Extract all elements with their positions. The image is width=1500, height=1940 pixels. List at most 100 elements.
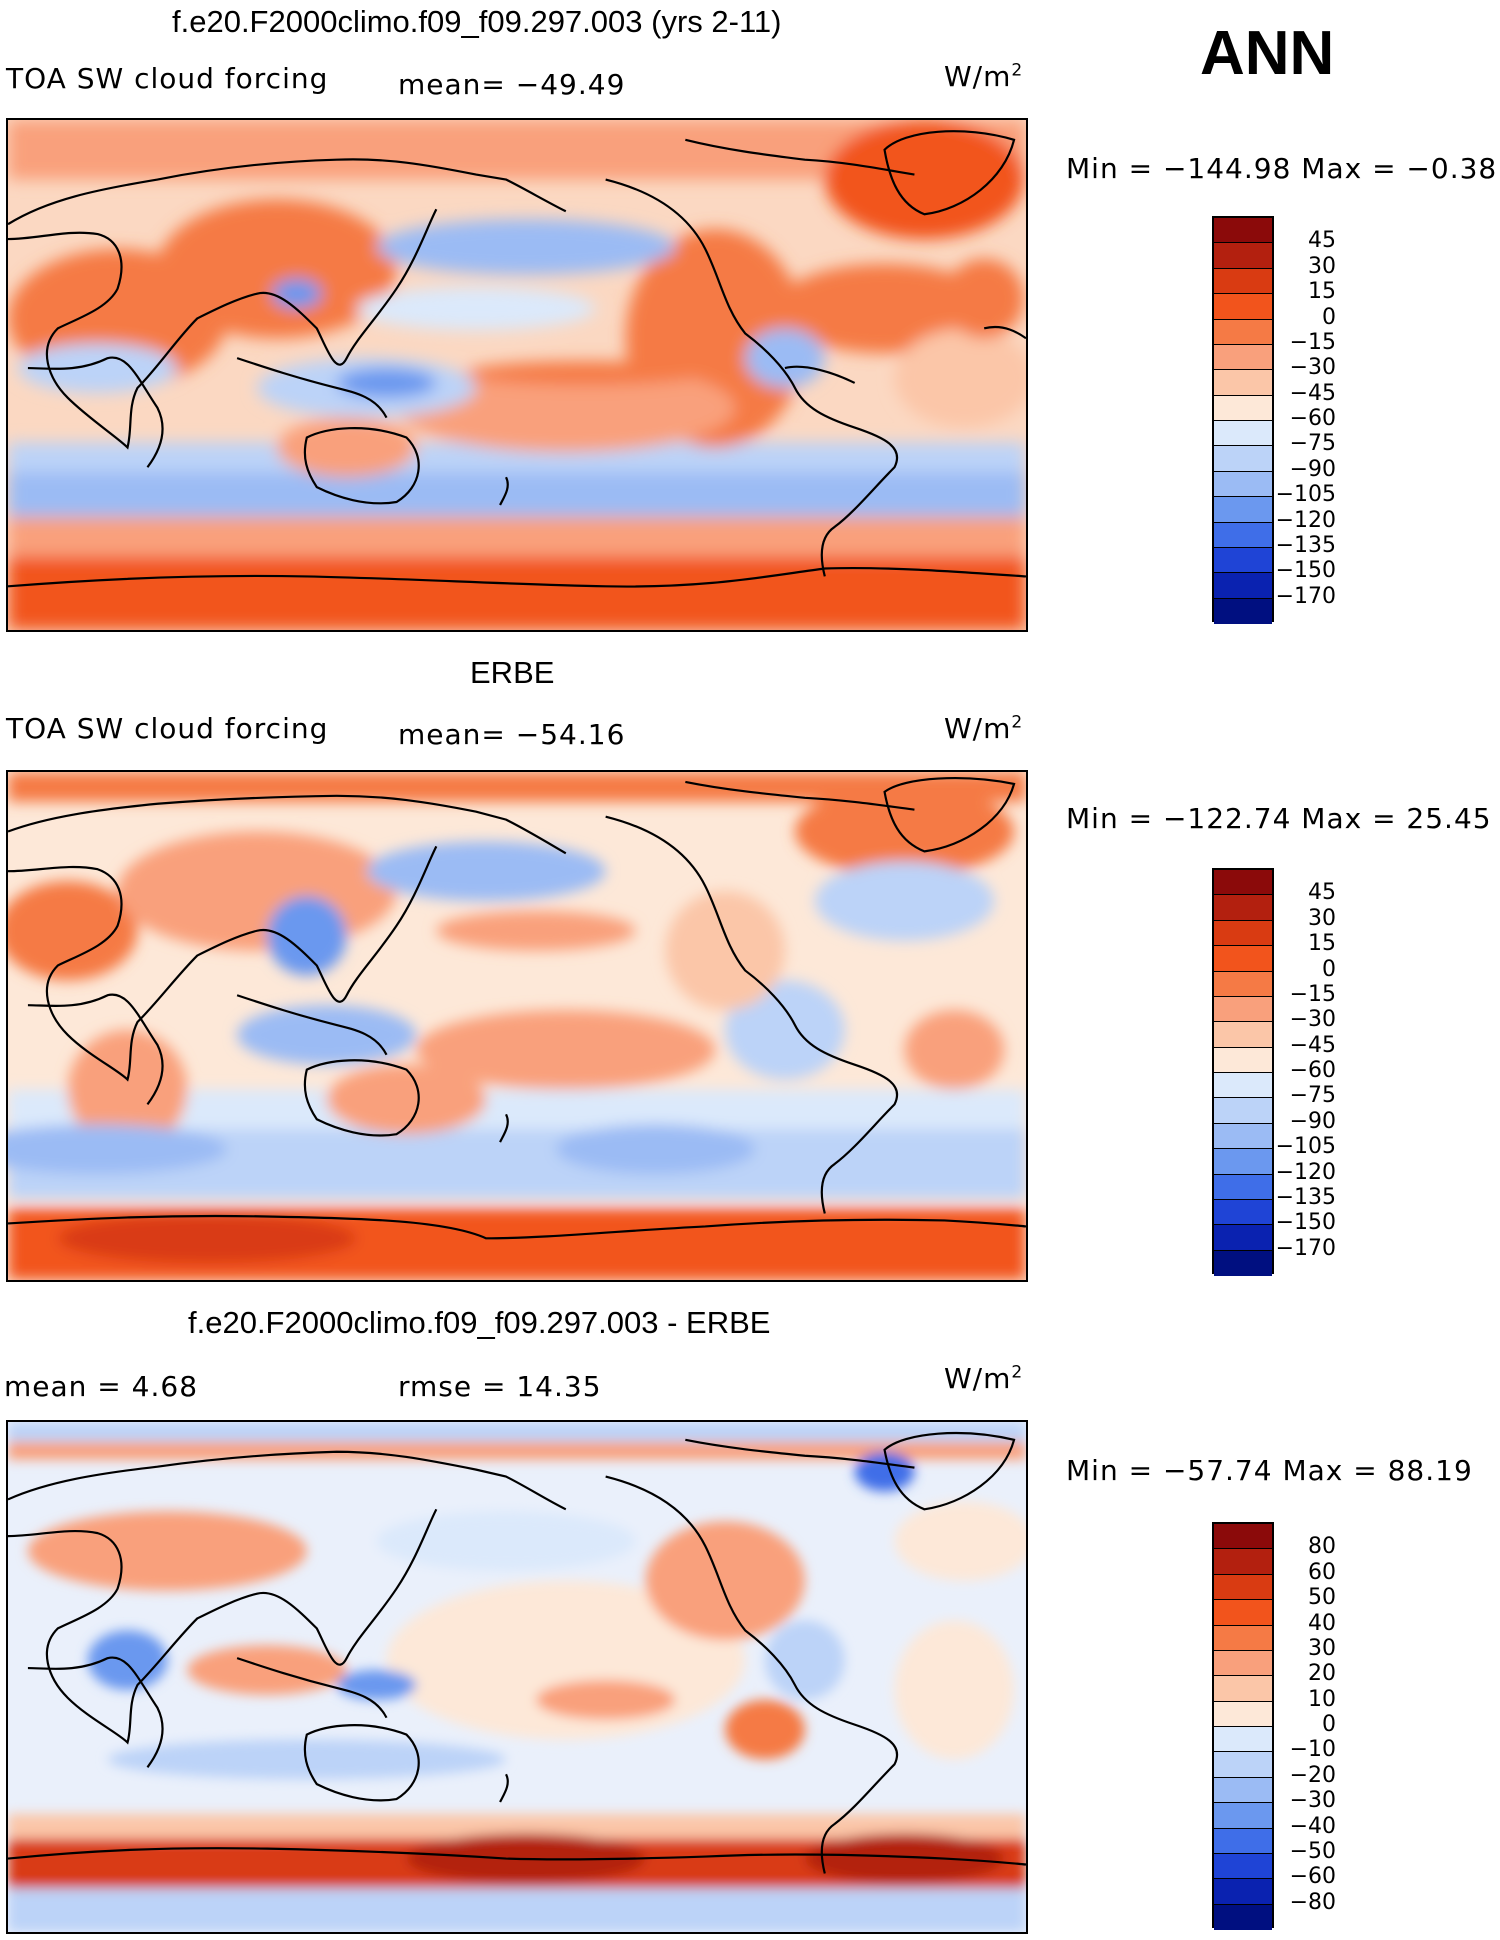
colorbar-tick-label: −10 [1289,1737,1336,1763]
panel-1-mean: mean= −49.49 [398,68,626,101]
colorbar-tick-label: −45 [1289,1032,1336,1058]
panel-1-map [6,118,1028,632]
colorbar-tick-label: −150 [1275,1210,1336,1236]
colorbar-swatch [1214,1022,1272,1048]
colorbar-tick-label: 50 [1308,1585,1336,1611]
colorbar-tick-label: −20 [1289,1762,1336,1788]
colorbar-tick-label: 30 [1308,905,1336,931]
colorbar-tick-label: 80 [1308,1534,1336,1560]
colorbar-swatch [1214,395,1272,421]
panel-1-min-max: Min = −144.98 Max = −0.38 [1066,152,1498,185]
colorbar-tick-label: 45 [1308,880,1336,906]
colorbar-tick-label: −135 [1275,1184,1336,1210]
colorbar-swatch [1214,1250,1272,1276]
colorbar-swatch [1214,1199,1272,1226]
colorbar-swatch [1214,971,1272,997]
colorbar-tick-label: 15 [1308,279,1336,305]
colorbar-swatch [1214,870,1272,896]
colorbar-swatch [1214,1123,1272,1150]
colorbar-swatch [1214,547,1272,574]
colorbar-swatch [1214,370,1272,396]
colorbar-swatch [1214,1073,1272,1099]
panel-2-map [6,770,1028,1282]
panel-2-min-max: Min = −122.74 Max = 25.45 [1066,802,1492,835]
colorbar-swatch [1214,946,1272,972]
colorbar-tick-label: 15 [1308,931,1336,957]
colorbar-swatch [1214,1625,1272,1651]
colorbar-swatch [1214,1174,1272,1200]
colorbar-tick-label: 0 [1322,304,1336,330]
colorbar-swatch [1214,471,1272,498]
colorbar-swatch [1214,268,1272,295]
panel-3-units: W/m2 [944,1362,1024,1395]
colorbar-swatch [1214,218,1272,244]
colorbar-tick-label: −105 [1275,482,1336,508]
season-label: ANN [1200,19,1335,88]
colorbar-tick-label: −60 [1289,1864,1336,1890]
panel-3-min-max: Min = −57.74 Max = 88.19 [1066,1454,1473,1487]
colorbar-tick-label: −30 [1289,1007,1336,1033]
colorbar-tick-label: 45 [1308,228,1336,254]
colorbar-tick-label: −40 [1289,1813,1336,1839]
panel-2-title: ERBE [470,655,555,690]
colorbar-swatch [1214,1650,1272,1677]
colorbar-swatch [1214,920,1272,947]
panel-1-coastlines [8,130,1026,588]
panel-2-variable-label: TOA SW cloud forcing [6,712,329,745]
colorbar-swatch [1214,1777,1272,1804]
colorbar-tick-label: −120 [1275,507,1336,533]
colorbar-swatch [1214,1879,1272,1905]
colorbar-tick-label: −15 [1289,329,1336,355]
colorbar-tick-label: −105 [1275,1134,1336,1160]
colorbar-swatch [1214,1904,1272,1930]
colorbar-swatch [1214,522,1272,548]
colorbar-swatch [1214,598,1272,624]
colorbar-tick-label: −45 [1289,380,1336,406]
colorbar-tick-label: −90 [1289,456,1336,482]
colorbar-swatch [1214,1574,1272,1601]
colorbar-swatch [1214,1600,1272,1626]
colorbar-swatch [1214,895,1272,921]
panel-3-colorbar [1212,1522,1274,1930]
panel-3-map [6,1420,1028,1934]
colorbar-tick-label: −50 [1289,1838,1336,1864]
colorbar-tick-label: −150 [1275,558,1336,584]
panel-3-mean: mean = 4.68 [4,1370,199,1403]
colorbar-swatch [1214,319,1272,345]
colorbar-swatch [1214,1524,1272,1550]
colorbar-swatch [1214,1676,1272,1702]
panel-1-title: f.e20.F2000climo.f09_f09.297.003 (yrs 2-… [172,4,782,39]
colorbar-swatch [1214,421,1272,447]
panel-3-coastlines [8,1432,1026,1874]
colorbar-tick-label: 60 [1308,1559,1336,1585]
colorbar-swatch [1214,996,1272,1023]
colorbar-tick-label: 0 [1322,956,1336,982]
colorbar-tick-label: 30 [1308,253,1336,279]
colorbar-tick-label: −80 [1289,1889,1336,1915]
colorbar-tick-label: −120 [1275,1159,1336,1185]
colorbar-tick-label: −15 [1289,981,1336,1007]
colorbar-swatch [1214,1149,1272,1175]
colorbar-tick-label: −90 [1289,1108,1336,1134]
colorbar-swatch [1214,243,1272,269]
panel-2-colorbar [1212,868,1274,1276]
colorbar-tick-label: 10 [1308,1686,1336,1712]
colorbar-swatch [1214,1752,1272,1778]
colorbar-tick-label: 40 [1308,1610,1336,1636]
colorbar-tick-label: −75 [1289,431,1336,457]
colorbar-swatch [1214,497,1272,523]
colorbar-swatch [1214,1701,1272,1727]
panel-2-mean: mean= −54.16 [398,718,626,751]
colorbar-swatch [1214,1047,1272,1073]
colorbar-tick-label: −60 [1289,406,1336,431]
colorbar-tick-label: −75 [1289,1083,1336,1109]
colorbar-tick-label: −170 [1275,583,1336,609]
colorbar-tick-label: −60 [1289,1058,1336,1083]
colorbar-tick-label: −30 [1289,355,1336,381]
colorbar-swatch [1214,1098,1272,1124]
colorbar-swatch [1214,294,1272,320]
colorbar-swatch [1214,1225,1272,1251]
colorbar-swatch [1214,446,1272,472]
colorbar-tick-label: −30 [1289,1788,1336,1814]
colorbar-swatch [1214,344,1272,371]
